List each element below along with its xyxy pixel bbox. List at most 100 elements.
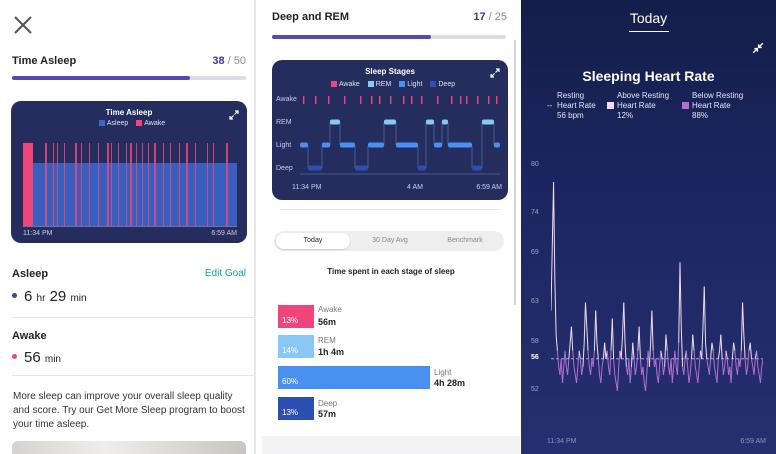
stage-segment-light [368, 142, 384, 148]
time-asleep-chart-card: Time Asleep Asleep Awake 11:34 PM 6:59 A… [11, 101, 247, 243]
legend-line: Above Resting [617, 91, 670, 100]
stage-segment-light [494, 142, 500, 148]
heart-rate-segment [646, 350, 649, 375]
awake-tick [344, 96, 346, 104]
heart-rate-segment [671, 366, 675, 383]
stage-duration-deep: 57m [318, 409, 337, 419]
y-tick-label: 52 [531, 385, 539, 393]
awake-tick [315, 96, 317, 104]
heart-rate-segment [736, 358, 740, 375]
heart-rate-segment [693, 350, 696, 367]
stage-segment-light [396, 142, 418, 148]
x-label-start: 11:34 PM [292, 184, 322, 191]
awake-tick [371, 96, 373, 104]
awake-line [179, 143, 180, 227]
legend-label-rem: REM [375, 81, 392, 88]
legend-line: Resting [557, 91, 585, 100]
minutes-unit: min [70, 293, 87, 304]
y-tick-label: 56 [531, 353, 539, 361]
stage-percent: 13% [282, 316, 299, 325]
heart-rate-segment [713, 366, 717, 375]
y-label-rem: REM [276, 119, 292, 126]
heart-rate-segment [731, 342, 735, 359]
divider [12, 317, 256, 318]
heart-rate-segment [606, 350, 609, 367]
asleep-hours: 6 [24, 288, 33, 305]
period-tabs: Today 30 Day Avg Benchmark [274, 231, 504, 251]
y-label-deep: Deep [276, 165, 293, 172]
program-photo[interactable] [12, 441, 246, 454]
heart-rate-segment [578, 350, 581, 359]
heart-rate-segment [642, 366, 645, 383]
stage-segment-light [340, 142, 355, 148]
heart-rate-segment [645, 374, 648, 391]
heart-rate-segment [674, 350, 677, 367]
heart-rate-segment [749, 342, 753, 359]
legend-label-awake: Awake [338, 81, 360, 88]
heart-rate-segment [586, 326, 589, 351]
heart-rate-segment [733, 342, 736, 351]
awake-tick [303, 96, 305, 104]
stage-segment-rem [384, 119, 396, 125]
heart-rate-segment [576, 366, 579, 383]
asleep-value: 6 hr 29 min [12, 288, 87, 305]
heart-rate-segment [660, 350, 663, 359]
expand-icon[interactable] [490, 68, 500, 78]
heart-rate-segment [730, 358, 733, 383]
edit-goal-link[interactable]: Edit Goal [204, 268, 246, 279]
deep-rem-title: Deep and REM [272, 11, 350, 23]
heart-rate-segment [592, 350, 595, 367]
sleeping-heart-rate-panel: Today Sleeping Heart Rate -- Resting Hea… [521, 0, 776, 454]
legend-value: 56 bpm [557, 111, 584, 120]
awake-unit: min [44, 354, 61, 365]
sleep-stages-chart [300, 96, 500, 175]
heart-rate-segment [740, 302, 744, 351]
heart-rate-segment [596, 342, 599, 359]
collapse-icon[interactable] [752, 42, 764, 54]
deep-rem-score: 17 / 25 [473, 11, 507, 23]
heart-rate-segment [747, 350, 750, 367]
legend-swatch-light [399, 81, 406, 87]
deep-rem-progress-fill [272, 35, 432, 39]
awake-tick [496, 96, 498, 104]
legend-swatch-below [682, 102, 689, 109]
awake-line [130, 143, 132, 227]
scrollbar[interactable] [514, 40, 516, 305]
heart-rate-segment [564, 350, 567, 367]
today-title[interactable]: Today [629, 10, 668, 26]
x-label-mid: 4 AM [407, 184, 423, 191]
awake-line [195, 143, 196, 227]
heart-rate-segment [590, 358, 593, 375]
close-icon[interactable] [12, 14, 34, 36]
heart-rate-segment [734, 350, 737, 367]
awake-line [154, 143, 156, 227]
awake-tick [451, 96, 453, 104]
heart-rate-segment [722, 366, 726, 375]
tab-benchmark[interactable]: Benchmark [447, 237, 483, 244]
x-label-end: 6:59 AM [211, 230, 237, 237]
tab-30-day-avg[interactable]: 30 Day Avg [372, 237, 408, 244]
score-max: / 50 [227, 55, 246, 67]
legend-line: Heart Rate [617, 101, 656, 110]
heart-rate-segment [572, 350, 575, 367]
stage-percent: 14% [282, 346, 299, 355]
expand-icon[interactable] [229, 110, 239, 120]
awake-line [118, 143, 119, 227]
heart-rate-segment [721, 358, 724, 375]
legend-swatch-awake [136, 120, 143, 126]
tab-today[interactable]: Today [276, 233, 350, 249]
heart-rate-segment [554, 278, 557, 335]
time-asleep-chart-title: Time Asleep [105, 108, 153, 117]
x-label-start: 11:34 PM [23, 230, 53, 237]
heart-rate-segment [555, 334, 558, 351]
y-label-light: Light [276, 142, 292, 149]
bottom-strip [262, 436, 520, 454]
heart-rate-segment [665, 334, 668, 351]
heart-rate-title: Sleeping Heart Rate [582, 68, 715, 84]
legend-above-resting: Above Resting Heart Rate 12% [607, 91, 669, 121]
awake-line [226, 143, 228, 227]
heart-rate-segment [692, 334, 695, 351]
awake-line [170, 143, 171, 227]
stage-segment-deep [418, 165, 426, 171]
resting-line-symbol: -- [547, 101, 553, 110]
